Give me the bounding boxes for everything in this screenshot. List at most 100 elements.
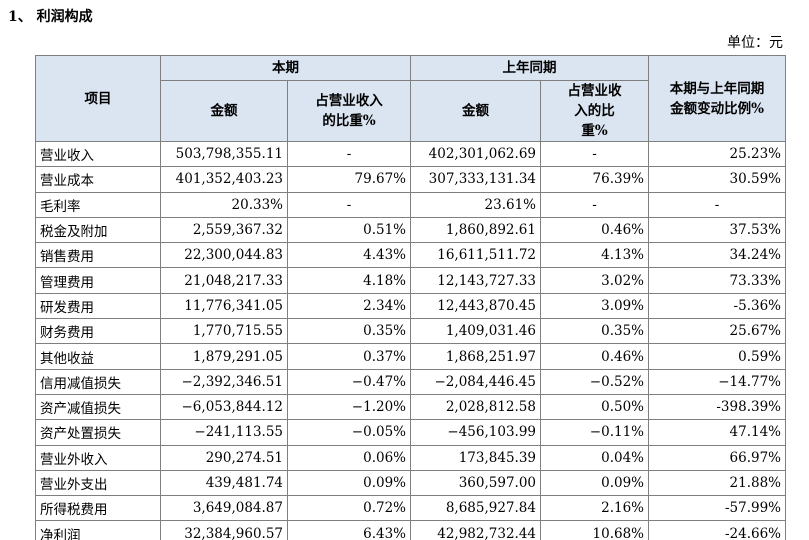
row-label: 信用减值损失 [35,368,161,395]
cell: 30.59% [648,166,786,193]
cell: 0.37% [287,343,411,370]
cell: 439,481.74 [160,469,288,497]
cell: 0.09% [540,469,649,497]
cell: 0.35% [287,318,411,345]
cell: −2,392,346.51 [160,368,288,395]
table-row: 研发费用 11,776,341.05 2.34% 12,443,870.45 3.09%… [35,292,786,320]
profit-table: 项目 本期 上年同期 本期与上年同期金额变动比例% 金额 占营业收入的比重% 金… [35,55,786,540]
cell: -5.36% [648,292,786,320]
cell: 23.61% [410,191,541,218]
cell: 16,611,511.72 [410,242,541,269]
cell: 22,300,044.83 [160,242,288,269]
table-head: 项目 本期 上年同期 本期与上年同期金额变动比例% 金额 占营业收入的比重% 金… [35,55,786,142]
cell: 12,443,870.45 [410,292,541,320]
cell: −241,113.55 [160,419,288,446]
section-title: 1、 利润构成 [8,9,93,25]
cell: −456,103.99 [410,419,541,446]
row-label: 营业外收入 [35,444,161,471]
row-label: 净利润 [35,520,161,540]
cell: 0.35% [540,318,649,345]
cell: 0.50% [540,393,649,421]
cell: 25.67% [648,318,786,345]
row-label: 所得税费用 [35,495,161,522]
cell: 2,559,367.32 [160,216,288,244]
cell: 0.46% [540,343,649,370]
cell: 0.59% [648,343,786,370]
cell: 2.34% [287,292,411,320]
row-label: 营业收入 [35,140,161,168]
cell: 1,868,251.97 [410,343,541,370]
table-row: 营业外收入 290,274.51 0.06% 173,845.39 0.04% 66.97… [35,444,786,471]
cell: 0.06% [287,444,411,471]
cell: 73.33% [648,267,786,294]
cell: 1,879,291.05 [160,343,288,370]
cell: 1,860,892.61 [410,216,541,244]
cell: - [540,191,649,218]
row-label: 营业外支出 [35,469,161,497]
cell: −1.20% [287,393,411,421]
header-cell: 本期 [160,55,411,81]
cell: 3.09% [540,292,649,320]
cell: 8,685,927.84 [410,495,541,522]
header-cell: 本期与上年同期金额变动比例% [648,55,786,142]
cell: - [540,140,649,168]
cell: −0.52% [540,368,649,395]
row-label: 研发费用 [35,292,161,320]
header-cell: 金额 [160,80,288,142]
cell: 42,982,732.44 [410,520,541,540]
row-label: 资产减值损失 [35,393,161,421]
cell: 76.39% [540,166,649,193]
cell: 32,384,960.57 [160,520,288,540]
cell: 21,048,217.33 [160,267,288,294]
table-row: 税金及附加 2,559,367.32 0.51% 1,860,892.61 0.46% 3… [35,216,786,244]
cell: 10.68% [540,520,649,540]
table-row: 营业收入 503,798,355.11-402,301,062.69-25.23% [35,140,786,168]
cell: 290,274.51 [160,444,288,471]
cell: 0.72% [287,495,411,522]
table-row: 管理费用 21,048,217.33 4.18% 12,143,727.33 3.02%… [35,267,786,294]
cell: - [287,140,411,168]
cell: 20.33% [160,191,288,218]
cell: 47.14% [648,419,786,446]
cell: 3.02% [540,267,649,294]
table-row: 毛利率 20.33% -23.61% - - [35,191,786,218]
cell: 402,301,062.69 [410,140,541,168]
cell: -398.39% [648,393,786,421]
header-cell: 项目 [35,55,161,142]
cell: 3,649,084.87 [160,495,288,522]
cell: 79.67% [287,166,411,193]
cell: 1,409,031.46 [410,318,541,345]
cell: −6,053,844.12 [160,393,288,421]
cell: 0.51% [287,216,411,244]
cell: 25.23% [648,140,786,168]
cell: 12,143,727.33 [410,267,541,294]
cell: 34.24% [648,242,786,269]
cell: - [648,191,786,218]
unit-label: 单位：元 [727,35,783,51]
table-row: 所得税费用 3,649,084.87 0.72% 8,685,927.84 2.16% -… [35,495,786,522]
row-label: 销售费用 [35,242,161,269]
table-row: 资产减值损失 −6,053,844.12 −1.20% 2,028,812.58 0.5… [35,393,786,421]
cell: -24.66% [648,520,786,540]
cell: 66.97% [648,444,786,471]
cell: 4.18% [287,267,411,294]
row-label: 毛利率 [35,191,161,218]
table-body: 营业收入 503,798,355.11-402,301,062.69-25.23%… [35,140,786,540]
cell: −0.47% [287,368,411,395]
header-cell: 上年同期 [410,55,649,81]
cell: 0.04% [540,444,649,471]
row-label: 资产处置损失 [35,419,161,446]
table-row: 净利润 32,384,960.57 6.43% 42,982,732.44 10.68%… [35,520,786,540]
cell: 4.13% [540,242,649,269]
cell: −2,084,446.45 [410,368,541,395]
header-cell: 占营业收入的比重% [540,80,649,142]
cell: 2.16% [540,495,649,522]
cell: 503,798,355.11 [160,140,288,168]
header-row: 金额 占营业收入的比重% 金额 占营业收入的比重% [36,80,786,142]
row-label: 管理费用 [35,267,161,294]
header-row: 项目 本期 上年同期 本期与上年同期金额变动比例% [35,55,786,142]
row-label: 营业成本 [35,166,161,193]
cell: 11,776,341.05 [160,292,288,320]
header-cell: 占营业收入的比重% [287,80,411,142]
